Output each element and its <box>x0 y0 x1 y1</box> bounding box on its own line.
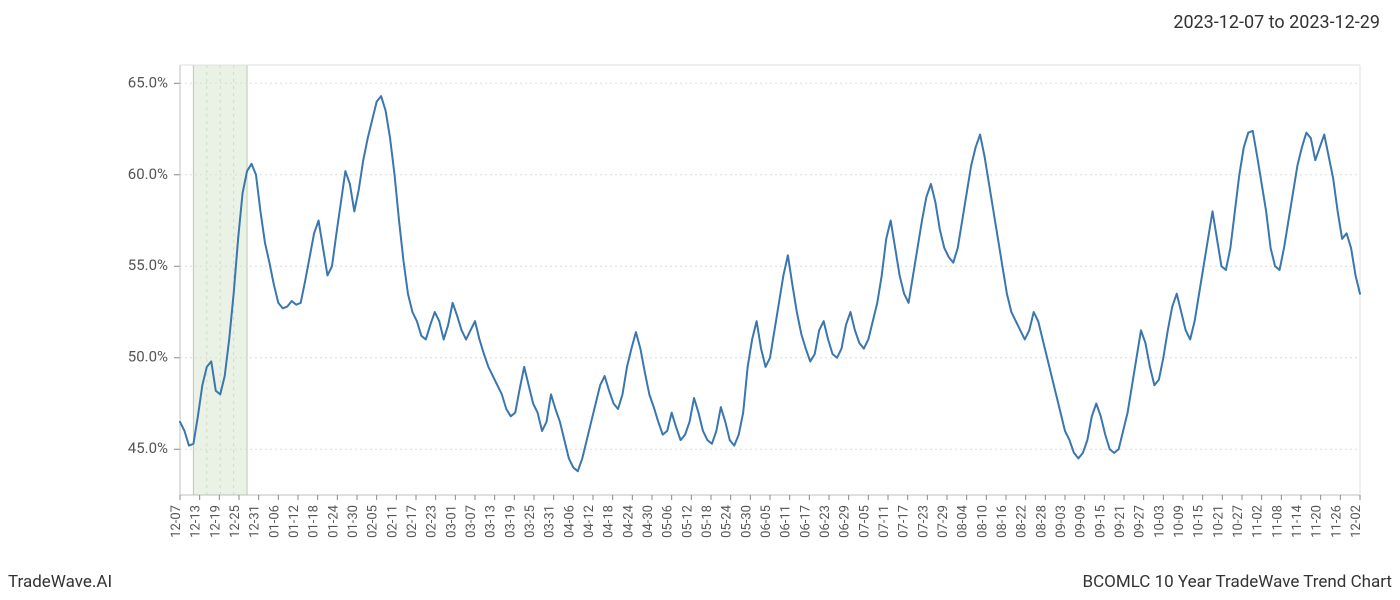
svg-text:04-18: 04-18 <box>602 505 617 538</box>
svg-text:01-24: 01-24 <box>326 504 341 538</box>
svg-text:10-15: 10-15 <box>1192 505 1207 538</box>
svg-text:50.0%: 50.0% <box>128 348 168 366</box>
svg-text:02-05: 02-05 <box>366 505 381 538</box>
svg-text:60.0%: 60.0% <box>128 165 168 183</box>
svg-text:10-21: 10-21 <box>1211 505 1226 538</box>
svg-text:05-24: 05-24 <box>720 504 735 538</box>
svg-text:09-03: 09-03 <box>1054 505 1069 538</box>
svg-text:12-31: 12-31 <box>248 505 263 538</box>
svg-text:08-28: 08-28 <box>1034 505 1049 538</box>
svg-text:03-25: 03-25 <box>523 505 538 538</box>
svg-text:45.0%: 45.0% <box>128 439 168 457</box>
svg-text:04-06: 04-06 <box>562 505 577 538</box>
svg-text:09-27: 09-27 <box>1133 505 1148 538</box>
svg-text:08-10: 08-10 <box>975 505 990 538</box>
svg-text:04-12: 04-12 <box>582 505 597 538</box>
svg-text:03-07: 03-07 <box>464 505 479 538</box>
svg-text:07-17: 07-17 <box>897 505 912 538</box>
svg-text:12-25: 12-25 <box>228 505 243 538</box>
svg-text:06-29: 06-29 <box>838 505 853 538</box>
trend-chart: 45.0% 50.0% 55.0% 60.0% 65.0% 12-07 12-13 12-19… <box>0 40 1400 560</box>
svg-text:03-01: 03-01 <box>444 505 459 538</box>
svg-text:02-11: 02-11 <box>385 505 400 538</box>
svg-text:10-03: 10-03 <box>1152 505 1167 538</box>
chart-title: BCOMLC 10 Year TradeWave Trend Chart <box>1083 572 1393 592</box>
svg-text:12-02: 12-02 <box>1349 505 1364 538</box>
svg-text:55.0%: 55.0% <box>128 256 168 274</box>
svg-text:07-23: 07-23 <box>916 505 931 538</box>
svg-text:06-17: 06-17 <box>798 505 813 538</box>
svg-text:06-05: 06-05 <box>759 505 774 538</box>
svg-text:12-07: 12-07 <box>169 505 184 538</box>
svg-text:05-06: 05-06 <box>661 505 676 538</box>
svg-text:11-02: 11-02 <box>1251 505 1266 538</box>
svg-text:03-19: 03-19 <box>503 505 518 538</box>
chart-container: 45.0% 50.0% 55.0% 60.0% 65.0% 12-07 12-13 12-19… <box>0 40 1400 560</box>
svg-text:04-24: 04-24 <box>621 504 636 538</box>
svg-text:08-22: 08-22 <box>1015 505 1030 538</box>
svg-text:09-21: 09-21 <box>1113 505 1128 538</box>
svg-text:07-29: 07-29 <box>936 505 951 538</box>
svg-text:10-09: 10-09 <box>1172 505 1187 538</box>
svg-text:05-12: 05-12 <box>680 505 695 538</box>
date-range-label: 2023-12-07 to 2023-12-29 <box>1173 12 1380 33</box>
svg-text:07-11: 07-11 <box>877 505 892 538</box>
svg-text:11-26: 11-26 <box>1329 505 1344 538</box>
svg-text:02-23: 02-23 <box>425 505 440 538</box>
svg-text:07-05: 07-05 <box>857 505 872 538</box>
svg-text:01-30: 01-30 <box>346 505 361 538</box>
svg-text:04-30: 04-30 <box>641 505 656 538</box>
svg-text:01-06: 01-06 <box>267 505 282 538</box>
svg-text:08-04: 08-04 <box>956 504 971 538</box>
svg-text:06-23: 06-23 <box>818 505 833 538</box>
svg-text:03-13: 03-13 <box>484 505 499 538</box>
svg-text:11-08: 11-08 <box>1270 505 1285 538</box>
svg-text:02-17: 02-17 <box>405 505 420 538</box>
svg-text:03-31: 03-31 <box>543 505 558 538</box>
svg-text:05-30: 05-30 <box>739 505 754 538</box>
svg-text:09-15: 09-15 <box>1093 505 1108 538</box>
svg-text:05-18: 05-18 <box>700 505 715 538</box>
svg-text:10-27: 10-27 <box>1231 505 1246 538</box>
svg-text:11-14: 11-14 <box>1290 504 1305 538</box>
svg-text:08-16: 08-16 <box>995 505 1010 538</box>
svg-text:09-09: 09-09 <box>1074 505 1089 538</box>
brand-label: TradeWave.AI <box>8 572 112 592</box>
svg-text:01-18: 01-18 <box>307 505 322 538</box>
svg-text:06-11: 06-11 <box>779 505 794 538</box>
svg-text:12-19: 12-19 <box>208 505 223 538</box>
svg-text:12-13: 12-13 <box>189 505 204 538</box>
svg-text:65.0%: 65.0% <box>128 73 168 91</box>
svg-text:01-12: 01-12 <box>287 505 302 538</box>
svg-text:11-20: 11-20 <box>1310 505 1325 538</box>
